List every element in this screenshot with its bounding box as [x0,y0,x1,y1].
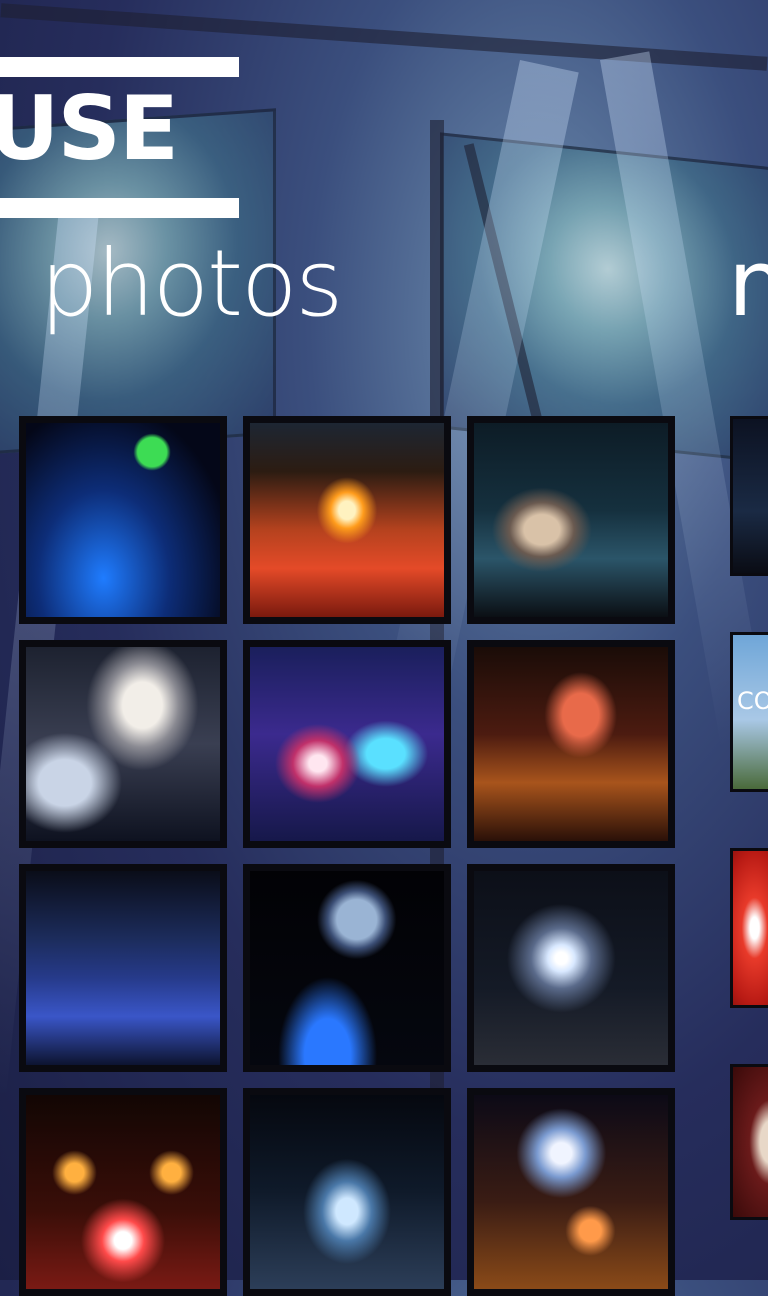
preview-tile[interactable]: CO [730,632,768,792]
photo-tile[interactable] [19,1088,227,1296]
preview-tile[interactable] [730,416,768,576]
photo-tile[interactable] [467,640,675,848]
band-logo: USE [0,57,240,217]
photo-tile[interactable] [19,864,227,1072]
photo-tile[interactable] [243,640,451,848]
preview-tile[interactable] [730,1064,768,1220]
photo-tile[interactable] [243,864,451,1072]
photo-tile[interactable] [19,416,227,624]
logo-text: USE [0,85,177,173]
photo-tile[interactable] [467,1088,675,1296]
section-title: photos [40,238,341,330]
photo-tile[interactable] [243,416,451,624]
next-section-peek[interactable]: n [728,238,768,330]
photo-tile[interactable] [19,640,227,848]
logo-bar-bottom [0,198,239,218]
preview-tile[interactable] [730,848,768,1008]
photo-tile[interactable] [467,416,675,624]
preview-tile-text: CO [737,687,768,715]
photo-tile[interactable] [243,1088,451,1296]
photo-tile[interactable] [467,864,675,1072]
logo-bar-top [0,57,239,77]
